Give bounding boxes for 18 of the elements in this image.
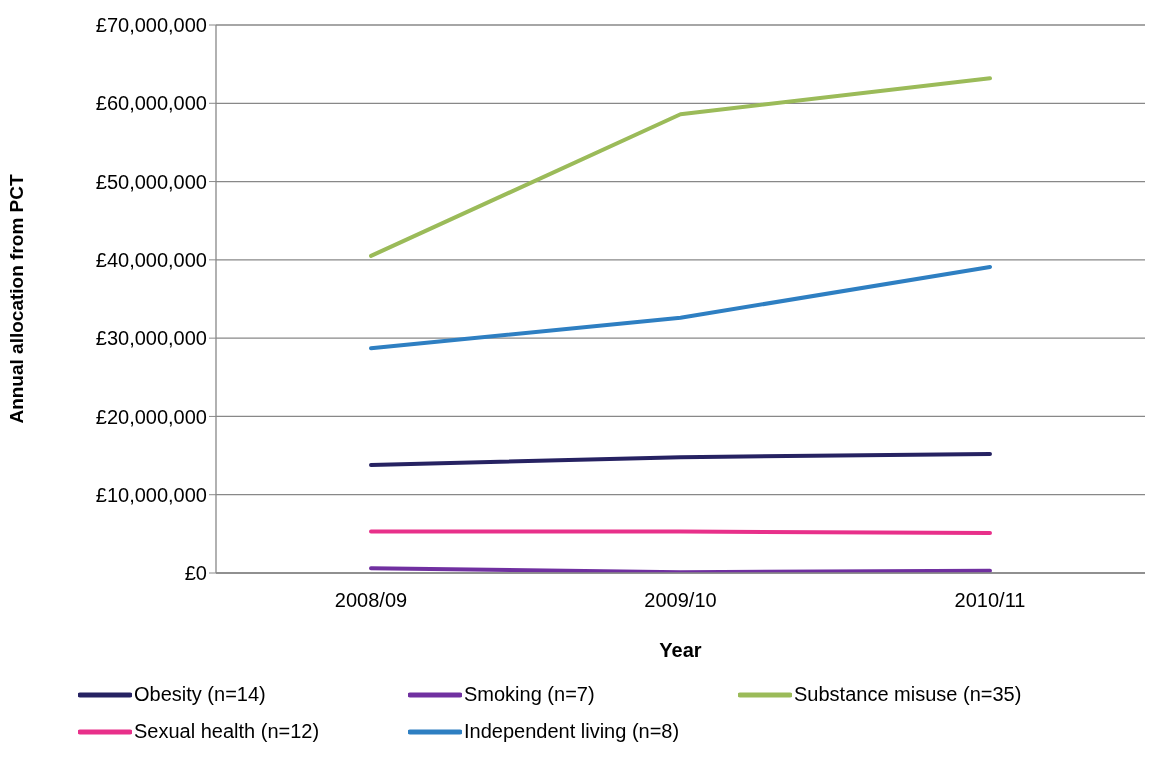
y-tick-label: £10,000,000	[95, 483, 207, 506]
y-tick-label: £50,000,000	[95, 170, 207, 193]
y-tick-label: £30,000,000	[95, 327, 207, 350]
y-tick-label: £40,000,000	[95, 248, 207, 271]
legend-label: Smoking (n=7)	[464, 683, 595, 706]
y-tick-label: £60,000,000	[95, 92, 207, 115]
x-tick-label: 2009/10	[644, 589, 717, 612]
y-tick-label: £20,000,000	[95, 405, 207, 428]
y-tick-label: £70,000,000	[95, 14, 207, 37]
legend-label: Independent living (n=8)	[464, 720, 680, 743]
x-tick-label: 2010/11	[954, 589, 1026, 612]
legend-label: Substance misuse (n=35)	[794, 683, 1022, 706]
y-axis-title: Annual allocation from PCT	[5, 174, 27, 424]
y-tick-label: £0	[184, 562, 207, 585]
legend-label: Sexual health (n=12)	[134, 720, 320, 743]
legend-label: Obesity (n=14)	[134, 683, 266, 706]
x-axis-title: Year	[659, 639, 702, 662]
x-tick-label: 2008/09	[334, 589, 408, 612]
